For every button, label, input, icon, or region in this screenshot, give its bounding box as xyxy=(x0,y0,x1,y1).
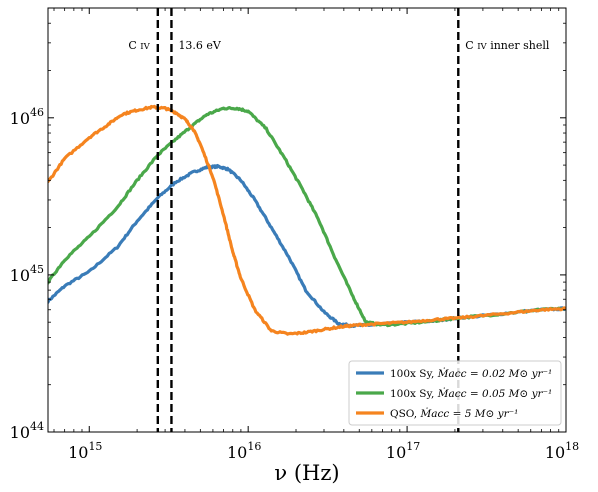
y-tick-label-2: 1046 xyxy=(10,106,44,128)
plot-frame xyxy=(47,7,567,433)
x-tick-label-3: 1018 xyxy=(545,440,579,462)
series-layer xyxy=(48,104,566,336)
vline-label-2: C IV inner shell xyxy=(465,39,550,52)
x-axis-label: ν (Hz) xyxy=(274,461,339,485)
legend-label-2: QSO, Ṁacc = 5 M⊙ yr⁻¹ xyxy=(390,406,518,420)
tick-layer: 1015 1016 1017 1018 1044 1045 1046 xyxy=(10,7,579,462)
x-tick-label-0: 1015 xyxy=(68,440,102,462)
vline-label-0: C IV xyxy=(128,39,150,52)
legend-box xyxy=(348,360,562,426)
legend-label-0: 100x Sy, Ṁacc = 0.02 M⊙ yr⁻¹ xyxy=(390,366,552,380)
series-line-0 xyxy=(48,164,566,329)
legend: 100x Sy, Ṁacc = 0.02 M⊙ yr⁻¹ 100x Sy, Ṁac… xyxy=(348,360,562,426)
x-tick-label-2: 1017 xyxy=(386,440,420,462)
series-line-2 xyxy=(48,104,566,336)
vline-label-1: 13.6 eV xyxy=(178,39,221,52)
x-tick-label-1: 1016 xyxy=(227,440,261,462)
legend-label-1: 100x Sy, Ṁacc = 0.05 M⊙ yr⁻¹ xyxy=(390,386,552,400)
y-tick-label-0: 1044 xyxy=(10,420,44,442)
y-tick-label-1: 1045 xyxy=(10,263,44,285)
